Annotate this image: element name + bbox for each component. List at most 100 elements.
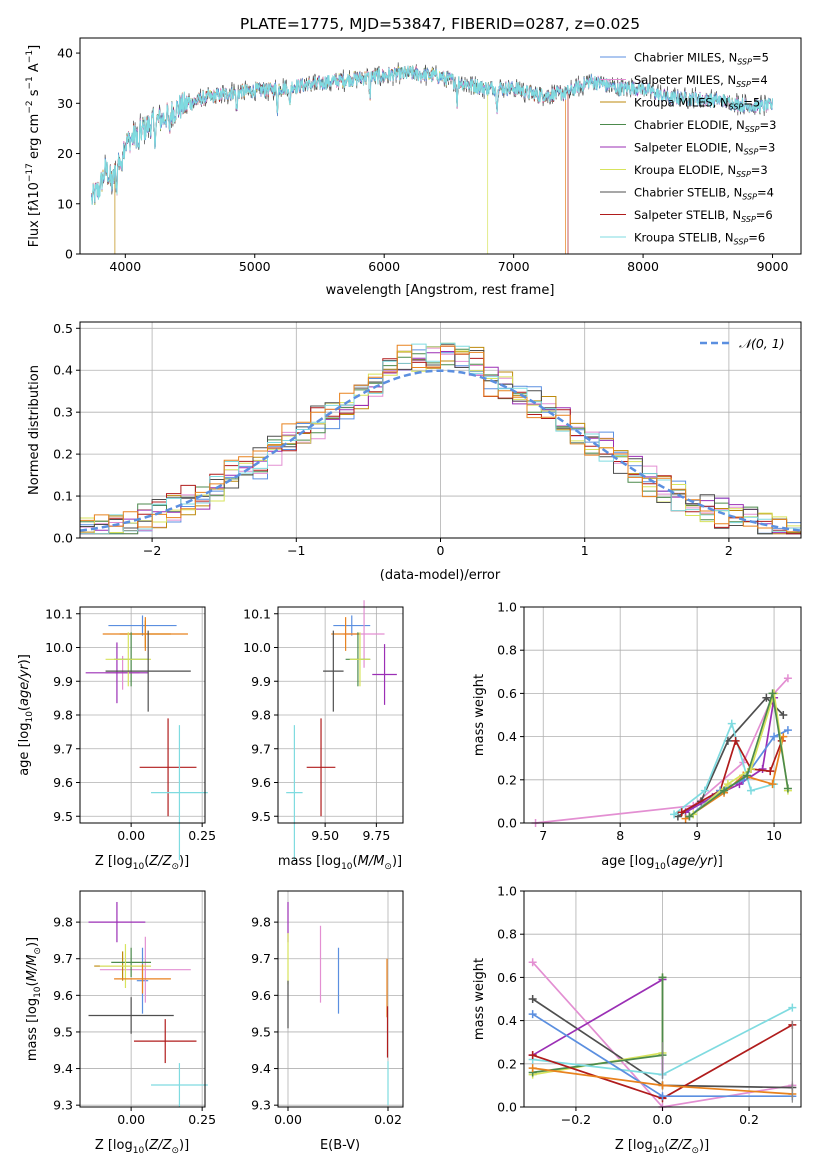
- mass-weight-marker: [677, 808, 686, 817]
- x-tick-label: 8000: [627, 259, 659, 274]
- y-tick-label: 9.5: [53, 809, 73, 824]
- y-tick-label: 9.8: [53, 708, 73, 723]
- y-tick-label: 0.8: [497, 927, 517, 942]
- x-tick-label: 0.00: [117, 1112, 145, 1127]
- age-vs-mass-panel: 9.50 9.75 9.5 9.6 9.7 9.8 9.9 10.0 10.1 mass [lo…: [243, 600, 404, 872]
- x-tick-label: −2: [143, 543, 161, 558]
- mass-weight-marker: [783, 726, 792, 735]
- y-tick-label: 30: [57, 96, 73, 111]
- y-tick-label: 9.3: [53, 1098, 73, 1113]
- mass-weight-marker: [768, 689, 777, 698]
- age-vs-metallicity-ylabel: age [log10(age/yr)]: [17, 654, 35, 776]
- legend-label: 𝒩(0, 1): [739, 336, 785, 351]
- mass-weight-vs-age-ylabel: mass weight: [472, 674, 487, 756]
- mass-weight-marker: [658, 1081, 667, 1090]
- y-tick-label: 0.8: [497, 643, 517, 658]
- spectrum-legend: Chabrier MILES, NSSP=5 Salpeter MILES, NS…: [600, 51, 776, 247]
- y-tick-label: 0.0: [53, 531, 73, 546]
- legend-label: Chabrier ELODIE, NSSP=3: [634, 118, 776, 134]
- y-tick-label: 0.2: [53, 447, 73, 462]
- y-tick-label: 10.0: [243, 640, 271, 655]
- mass-weight-marker: [720, 786, 729, 795]
- y-tick-label: 0.4: [497, 1013, 517, 1028]
- mass-weight-marker: [783, 784, 792, 793]
- y-tick-label: 10: [57, 196, 73, 211]
- y-tick-label: 9.5: [251, 809, 271, 824]
- y-tick-label: 0.6: [497, 686, 517, 701]
- legend-label: Salpeter MILES, NSSP=4: [634, 73, 768, 89]
- y-tick-label: 9.9: [251, 674, 271, 689]
- y-tick-label: 9.3: [251, 1098, 271, 1113]
- spectrum-series-line: [91, 65, 489, 254]
- spectrum-panel: 4000 5000 6000 7000 8000 9000 0 10 20 30 40 wavele…: [25, 37, 802, 298]
- histogram-xlabel: (data-model)/error: [380, 568, 501, 583]
- mass-weight-line: [535, 677, 789, 824]
- y-tick-label: 9.7: [251, 951, 271, 966]
- y-tick-label: 0.4: [497, 729, 517, 744]
- mass-vs-metallicity-panel: 0.00 0.25 9.3 9.4 9.5 9.6 9.7 9.8 Z [log10(Z/Z⊙…: [25, 890, 216, 1156]
- legend-label: Chabrier MILES, NSSP=5: [634, 51, 769, 67]
- mass-weight-line: [688, 693, 789, 818]
- mass-weight-marker: [723, 780, 732, 789]
- spectrum-ylabel: Flux [fλ10−17 erg cm−2 s−1 A−1]: [25, 45, 42, 247]
- x-tick-label: 0.25: [188, 828, 216, 843]
- residual-histogram-panel: −2 −1 0 1 2 0.0 0.1 0.2 0.3 0.4 0.5 (data-model)/e…: [27, 321, 802, 583]
- mass-weight-marker: [727, 719, 736, 728]
- mass-weight-line: [681, 738, 783, 813]
- y-tick-label: 9.7: [53, 741, 73, 756]
- mass-weight-line: [688, 729, 789, 818]
- legend-label: Kroupa MILES, NSSP=5: [634, 96, 760, 112]
- y-tick-label: 9.8: [251, 708, 271, 723]
- x-tick-label: 0.25: [188, 1112, 216, 1127]
- x-tick-label: 7: [539, 828, 547, 843]
- spectrum-series-line: [91, 65, 773, 205]
- x-tick-label: 9.75: [362, 828, 390, 843]
- mass-weight-vs-metallicity-xlabel: Z [log10(Z/Z⊙)]: [615, 1138, 709, 1156]
- mass-weight-marker: [788, 1003, 797, 1012]
- mass-weight-marker: [743, 771, 752, 780]
- mass-weight-marker: [670, 810, 679, 819]
- spectrum-series-line: [91, 65, 569, 254]
- mass-weight-marker: [770, 732, 779, 741]
- spectrum-xlabel: wavelength [Angstrom, rest frame]: [326, 283, 555, 298]
- y-tick-label: 0.0: [497, 816, 517, 831]
- x-tick-label: 9.50: [311, 828, 339, 843]
- y-tick-label: 9.6: [251, 988, 271, 1003]
- y-tick-label: 0.6: [497, 970, 517, 985]
- y-tick-label: 9.9: [53, 674, 73, 689]
- y-tick-label: 1.0: [497, 884, 517, 899]
- y-tick-label: 9.7: [251, 741, 271, 756]
- spectrum-frame: [79, 37, 802, 255]
- x-tick-label: 5000: [239, 259, 271, 274]
- figure-title: PLATE=1775, MJD=53847, FIBERID=0287, z=0…: [240, 15, 640, 33]
- mass-vs-metallicity-xlabel: Z [log10(Z/Z⊙)]: [95, 1138, 189, 1156]
- y-tick-label: 0.5: [53, 321, 73, 336]
- mass-weight-marker: [768, 780, 777, 789]
- legend-label: Chabrier STELIB, NSSP=4: [634, 186, 774, 202]
- histogram-step-line: [80, 344, 801, 533]
- mass-vs-extinction-panel: 0.00 0.02 9.3 9.4 9.5 9.6 9.7 9.8 E(B-V): [251, 890, 404, 1153]
- x-tick-label: 0: [437, 543, 445, 558]
- mass-weight-vs-age-panel: 7 8 9 10 0.0 0.2 0.4 0.6 0.8 1.0 age [log10(age/y…: [472, 600, 802, 872]
- age-vs-metallicity-xlabel: Z [log10(Z/Z⊙)]: [95, 854, 189, 872]
- mass-vs-extinction-frame: [277, 890, 404, 1108]
- mass-vs-metallicity-frame: [79, 890, 206, 1108]
- x-tick-label: −0.2: [561, 1112, 591, 1127]
- x-tick-label: 0.00: [117, 828, 145, 843]
- y-tick-label: 9.8: [53, 915, 73, 930]
- y-tick-label: 10.0: [45, 640, 73, 655]
- y-tick-label: 10.1: [45, 606, 73, 621]
- x-tick-label: 0.0: [653, 1112, 673, 1127]
- mass-weight-marker: [528, 995, 537, 1003]
- y-tick-label: 0: [65, 247, 73, 262]
- y-tick-label: 9.6: [53, 775, 73, 790]
- mass-weight-marker: [766, 767, 775, 776]
- histogram-legend: 𝒩(0, 1): [700, 336, 785, 351]
- legend-label: Kroupa ELODIE, NSSP=3: [634, 163, 768, 179]
- mass-weight-marker: [528, 1051, 537, 1060]
- y-tick-label: 9.5: [53, 1024, 73, 1039]
- x-tick-label: 9000: [757, 259, 789, 274]
- legend-label: Salpeter ELODIE, NSSP=3: [634, 141, 775, 157]
